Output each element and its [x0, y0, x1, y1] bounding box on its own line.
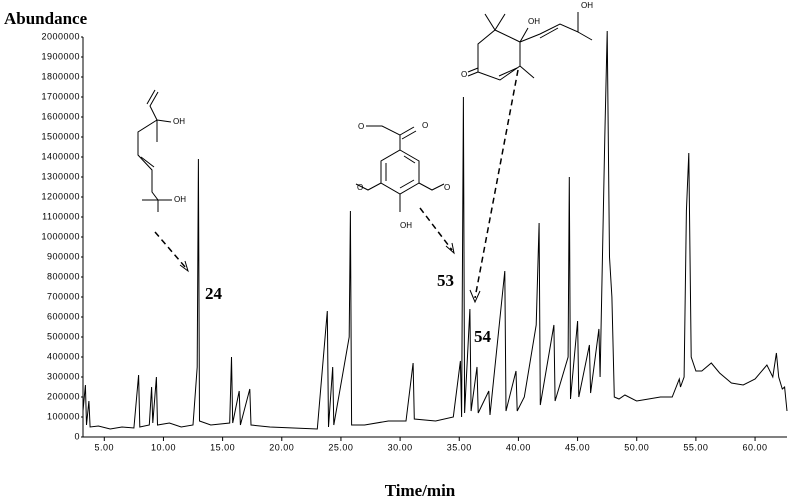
x-tick-label: 5.00 [95, 442, 115, 452]
structure-1-arrow [154, 231, 189, 273]
atom-label: O [358, 122, 364, 131]
x-tick-label: 20.00 [269, 442, 294, 452]
peak-label: 24 [205, 284, 223, 303]
y-tick-label: 500000 [47, 331, 80, 341]
peak-label: 53 [437, 271, 454, 290]
y-tick-label: 1200000 [41, 191, 80, 201]
y-tick-label: 1800000 [41, 71, 80, 81]
x-tick-label: 15.00 [210, 442, 235, 452]
y-tick-label: 1700000 [41, 91, 80, 101]
structure-3 [467, 12, 593, 304]
x-tick-label: 55.00 [683, 442, 708, 452]
y-tick-label: 1100000 [42, 211, 80, 221]
x-tick-label: 30.00 [388, 442, 413, 452]
trace [82, 30, 788, 430]
x-tick-label: 35.00 [447, 442, 472, 452]
structure-2 [355, 125, 455, 255]
x-tick-label: 40.00 [506, 442, 531, 452]
structure-1 [137, 89, 172, 212]
x-tick-label: 45.00 [565, 442, 590, 452]
y-tick-label: 0 [74, 431, 80, 441]
y-tick-label: 300000 [47, 371, 80, 381]
y-tick-label: 800000 [47, 271, 80, 281]
x-tick-label: 50.00 [624, 442, 649, 452]
y-tick-label: 200000 [47, 391, 80, 401]
atom-label: O [444, 183, 450, 192]
atom-label: O [357, 183, 363, 192]
y-tick-label: 1400000 [41, 151, 80, 161]
y-tick-label: 900000 [47, 251, 80, 261]
atom-label: OH [581, 1, 593, 10]
y-tick-label: 700000 [47, 291, 80, 301]
y-tick-label: 1500000 [41, 131, 80, 141]
y-tick-label: 1900000 [41, 51, 80, 61]
y-tick-label: 100000 [47, 411, 80, 421]
x-tick-label: 60.00 [743, 442, 768, 452]
y-tick-label: 1300000 [41, 171, 80, 181]
y-axis-label: Abundance [4, 9, 88, 28]
x-tick-label: 25.00 [328, 442, 353, 452]
y-tick-label: 600000 [47, 311, 80, 321]
y-tick-label: 400000 [47, 351, 80, 361]
atom-label: OH [174, 195, 186, 204]
atom-label: OH [173, 117, 185, 126]
atom-label: O [422, 121, 428, 130]
x-tick-label: 10.00 [151, 442, 176, 452]
y-tick-label: 1000000 [41, 231, 80, 241]
y-tick-label: 2000000 [41, 31, 80, 41]
peak-label: 54 [474, 327, 492, 346]
atom-label: OH [400, 221, 412, 230]
x-axis-label: Time/min [385, 481, 456, 500]
y-tick-label: 1600000 [41, 111, 80, 121]
atom-label: O [461, 70, 467, 79]
atom-label: OH [528, 17, 540, 26]
